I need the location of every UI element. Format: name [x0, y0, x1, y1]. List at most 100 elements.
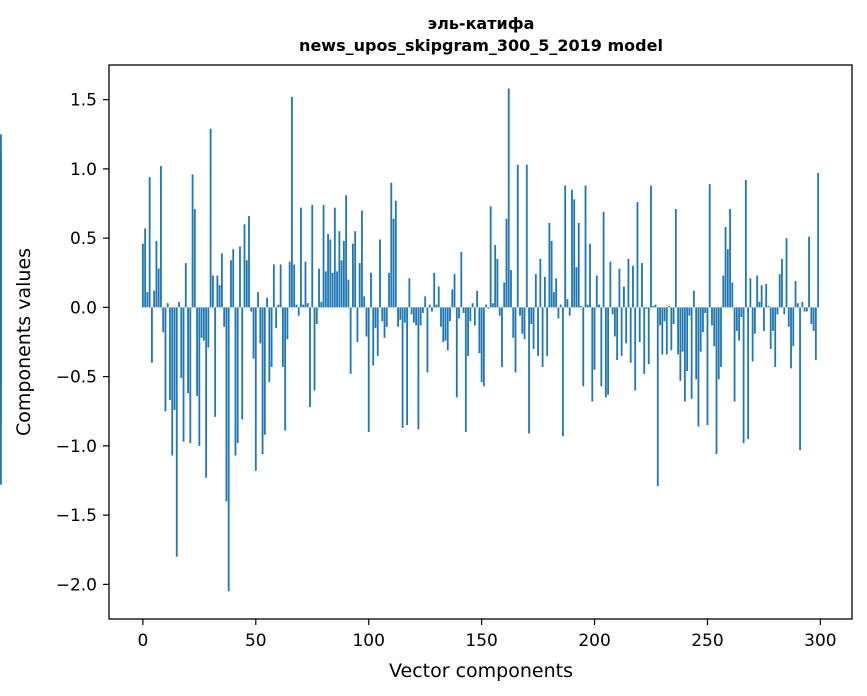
bar [162, 307, 165, 333]
bar [469, 307, 472, 322]
bar [668, 305, 670, 308]
bar [510, 269, 512, 308]
bar [408, 278, 411, 308]
bar [196, 307, 198, 397]
chart-subtitle: news_upos_skipgram_300_5_2019 model [299, 36, 663, 55]
bar [361, 210, 363, 308]
bar-series [0, 88, 820, 592]
bar [731, 282, 734, 308]
bar [634, 307, 637, 391]
bar [476, 290, 479, 308]
bar [790, 307, 792, 369]
y-tick-label: −0.5 [56, 368, 97, 388]
bar [410, 307, 413, 315]
bar [480, 307, 483, 383]
bar [146, 292, 149, 308]
bar [451, 289, 454, 308]
bar [397, 307, 399, 327]
bar [568, 307, 571, 316]
bar [302, 304, 305, 308]
bar [507, 88, 510, 308]
bar [514, 307, 517, 373]
bar [433, 272, 436, 308]
bar [202, 307, 205, 341]
bar [374, 307, 377, 329]
bar [329, 239, 332, 308]
bar [740, 307, 743, 318]
bar [338, 231, 341, 308]
y-tick-label: −1.5 [56, 506, 97, 526]
bar [503, 282, 506, 308]
y-tick-label: −2.0 [56, 575, 97, 595]
bar [501, 307, 503, 367]
bar [367, 307, 370, 433]
bar [191, 174, 194, 308]
bar [695, 307, 698, 380]
bar [494, 245, 497, 308]
bar [392, 218, 395, 308]
bar [234, 307, 237, 456]
bar [383, 307, 386, 338]
bar [519, 307, 521, 316]
bar [293, 264, 296, 308]
bar [722, 275, 725, 308]
bar [794, 281, 797, 308]
y-tick-label: 1.0 [70, 160, 97, 180]
bar [489, 206, 492, 308]
bar [340, 260, 343, 308]
x-axis-ticks: 0 50 100 150 200 250 300 [137, 619, 837, 651]
bar [281, 307, 284, 367]
bar [543, 276, 546, 308]
bar [464, 307, 467, 433]
bar [765, 283, 768, 308]
bar [471, 303, 474, 308]
bar [254, 307, 257, 471]
bar [300, 207, 302, 308]
bar [677, 307, 680, 355]
bar [566, 299, 569, 308]
bar [297, 307, 300, 316]
bar [537, 307, 539, 356]
bar [706, 307, 709, 426]
bar [0, 307, 2, 485]
bar [304, 261, 307, 308]
bar [498, 307, 501, 316]
bar [796, 303, 799, 308]
bar [148, 177, 151, 308]
bar [539, 258, 542, 308]
bar [776, 307, 779, 315]
bar [598, 304, 600, 308]
bar [311, 204, 314, 308]
bar [562, 307, 564, 437]
bar [713, 307, 716, 347]
bar [216, 275, 219, 308]
bar [552, 292, 555, 308]
bar [141, 243, 144, 308]
bar [541, 307, 544, 367]
bar [259, 307, 262, 344]
bar [699, 307, 702, 352]
bar [440, 307, 442, 327]
bar [733, 307, 736, 402]
bar [586, 304, 589, 308]
bar [449, 307, 451, 322]
x-tick-label: 200 [578, 631, 610, 651]
bar [532, 307, 535, 349]
bar [803, 307, 806, 312]
bar [600, 307, 603, 387]
bar [636, 202, 639, 308]
bar [783, 307, 786, 315]
bar [708, 184, 711, 308]
x-tick-label: 50 [245, 631, 267, 651]
bar [647, 307, 650, 365]
chart-title: эль-катифа [428, 14, 535, 33]
bar [681, 307, 684, 352]
bar [252, 307, 255, 359]
bar [593, 307, 596, 370]
bar [760, 285, 763, 308]
bar [726, 249, 729, 308]
bar [270, 307, 273, 367]
bar [372, 307, 375, 366]
bar [460, 251, 463, 308]
